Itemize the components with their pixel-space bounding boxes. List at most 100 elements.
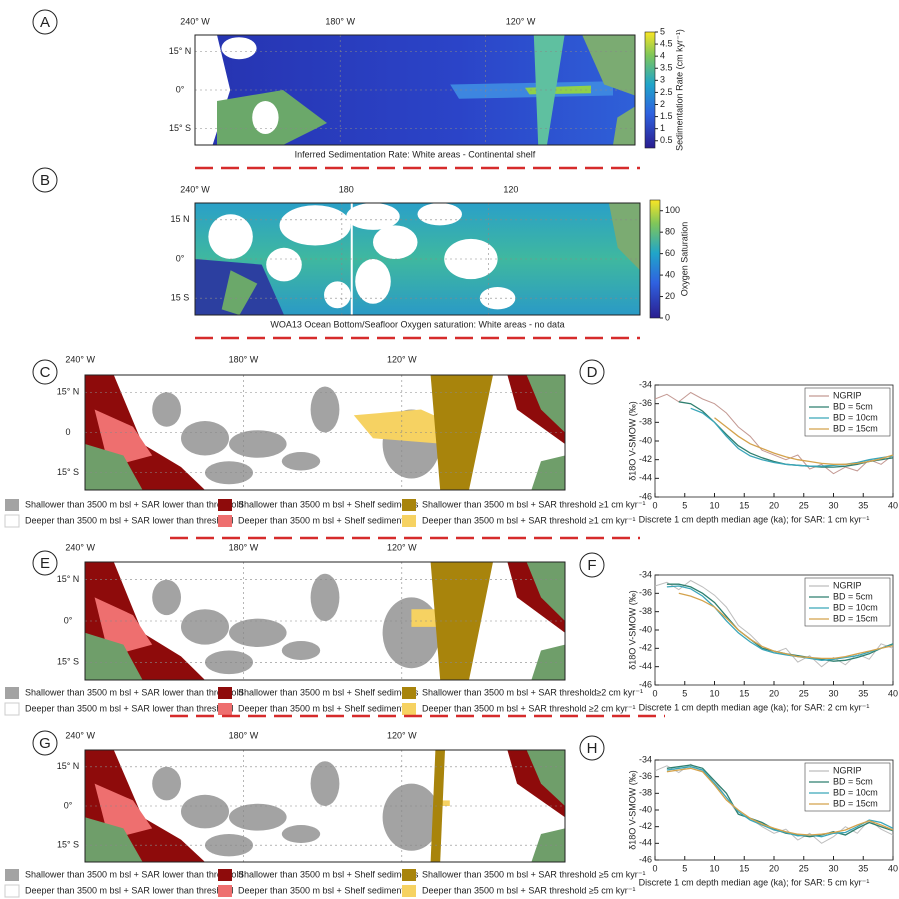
x-tick-label: 15 — [739, 688, 749, 698]
panel-letter-circle — [579, 359, 605, 385]
shelf — [252, 101, 279, 134]
panel-letter-circle — [579, 552, 605, 578]
series-line — [654, 391, 894, 475]
shallow-area — [181, 794, 229, 829]
y-tick-label: -46 — [639, 491, 652, 501]
x-tick-label: 10 — [709, 500, 719, 510]
lat-label: 0° — [176, 253, 185, 263]
shallow-area — [152, 392, 182, 427]
lon-label: 120° W — [387, 730, 417, 740]
legend-swatch — [218, 885, 232, 897]
lat-label: 0° — [176, 84, 185, 94]
shallow-area — [205, 461, 253, 485]
colorbar-tick-label: 3 — [660, 75, 665, 85]
map-caption: Inferred Sedimentation Rate: White areas… — [295, 149, 536, 159]
legend-swatch — [5, 869, 19, 881]
x-tick-label: 10 — [709, 863, 719, 873]
colorbar-tick-label: 40 — [665, 269, 675, 279]
legend-swatch — [402, 687, 416, 699]
y-tick-label: -42 — [639, 454, 652, 464]
shallow-area — [152, 579, 182, 616]
y-tick-label: -40 — [639, 624, 652, 634]
map-caption: WOA13 Ocean Bottom/Seafloor Oxygen satur… — [270, 319, 564, 329]
legend-text: BD = 15cm — [833, 423, 878, 433]
shallow-area — [281, 825, 321, 843]
panel-letter-circle — [32, 359, 58, 385]
legend-text: Shallower than 3500 m bsl + SAR threshol… — [422, 687, 643, 697]
x-tick-label: 35 — [858, 863, 868, 873]
y-axis-label: δ18O V-SMOW (‰) — [627, 590, 637, 670]
lon-label: 240° W — [180, 184, 210, 194]
legend-text: Deeper than 3500 m bsl + SAR threshold ≥… — [422, 703, 636, 713]
lon-label: 240° W — [65, 354, 95, 364]
lon-label: 240° W — [65, 542, 95, 552]
legend-text: Deeper than 3500 m bsl + SAR threshold ≥… — [422, 515, 636, 525]
land — [531, 644, 565, 680]
panel-letter: A — [40, 14, 50, 31]
lat-label: 15° N — [57, 574, 80, 584]
no-data — [355, 259, 391, 304]
x-tick-label: 0 — [652, 500, 657, 510]
y-tick-label: -34 — [639, 754, 652, 764]
no-data — [417, 203, 462, 226]
panel-letter: E — [40, 555, 50, 572]
legend-swatch — [218, 687, 232, 699]
colorbar-tick-label: 1.5 — [660, 111, 673, 121]
panel-letter-circle — [32, 730, 58, 756]
shallow-area — [228, 430, 287, 458]
map — [84, 749, 566, 863]
legend-text: BD = 10cm — [833, 412, 878, 422]
lon-label: 180° W — [229, 354, 259, 364]
lat-label: 0 — [65, 427, 70, 437]
x-tick-label: 20 — [769, 500, 779, 510]
x-tick-label: 15 — [739, 863, 749, 873]
land — [526, 562, 565, 621]
map — [194, 34, 636, 146]
y-tick-label: -38 — [639, 417, 652, 427]
legend-text: BD = 5cm — [833, 401, 873, 411]
colorbar-tick-label: 4 — [660, 51, 665, 61]
no-data — [208, 214, 253, 259]
no-data — [373, 225, 418, 259]
y-tick-label: -34 — [639, 569, 652, 579]
legend-swatch — [402, 885, 416, 897]
lon-label: 120° W — [387, 354, 417, 364]
x-tick-label: 30 — [828, 863, 838, 873]
shallow-area — [228, 803, 287, 831]
x-tick-label: 5 — [682, 863, 687, 873]
panel-letter: B — [40, 172, 50, 189]
colorbar-tick-label: 2 — [660, 99, 665, 109]
shallow-area — [281, 452, 321, 471]
map — [84, 374, 566, 491]
deep-high-rate — [353, 409, 460, 444]
legend-text: Deeper than 3500 m bsl + Shelf sediments — [238, 885, 409, 895]
map-frame — [84, 374, 566, 491]
legend-text: BD = 10cm — [833, 787, 878, 797]
y-tick-label: -42 — [639, 643, 652, 653]
land — [526, 750, 565, 806]
shallow-area — [310, 573, 340, 622]
lat-label: 15 N — [170, 214, 189, 224]
lon-label: 180 — [339, 184, 354, 194]
legend-swatch — [4, 884, 20, 898]
x-tick-label: 5 — [682, 500, 687, 510]
x-tick-label: 25 — [799, 500, 809, 510]
shallow-area — [382, 597, 441, 669]
legend-text: Shallower than 3500 m bsl + SAR threshol… — [422, 869, 646, 879]
colorbar-tick-label: 80 — [665, 227, 675, 237]
x-tick-label: 5 — [682, 688, 687, 698]
lon-label: 240° W — [65, 730, 95, 740]
legend-swatch — [402, 703, 416, 715]
x-tick-label: 35 — [858, 500, 868, 510]
x-tick-label: 15 — [739, 500, 749, 510]
map-frame — [194, 202, 641, 316]
lat-label: 15° N — [169, 46, 192, 56]
colorbar-tick-label: 2.5 — [660, 87, 673, 97]
lat-label: 15° S — [57, 467, 79, 477]
panel-letter-circle — [32, 550, 58, 576]
shallow-area — [181, 421, 229, 456]
colorbar — [649, 199, 661, 319]
colorbar-tick-label: 1 — [660, 123, 665, 133]
land — [85, 632, 143, 680]
lon-label: 180° W — [325, 16, 355, 26]
